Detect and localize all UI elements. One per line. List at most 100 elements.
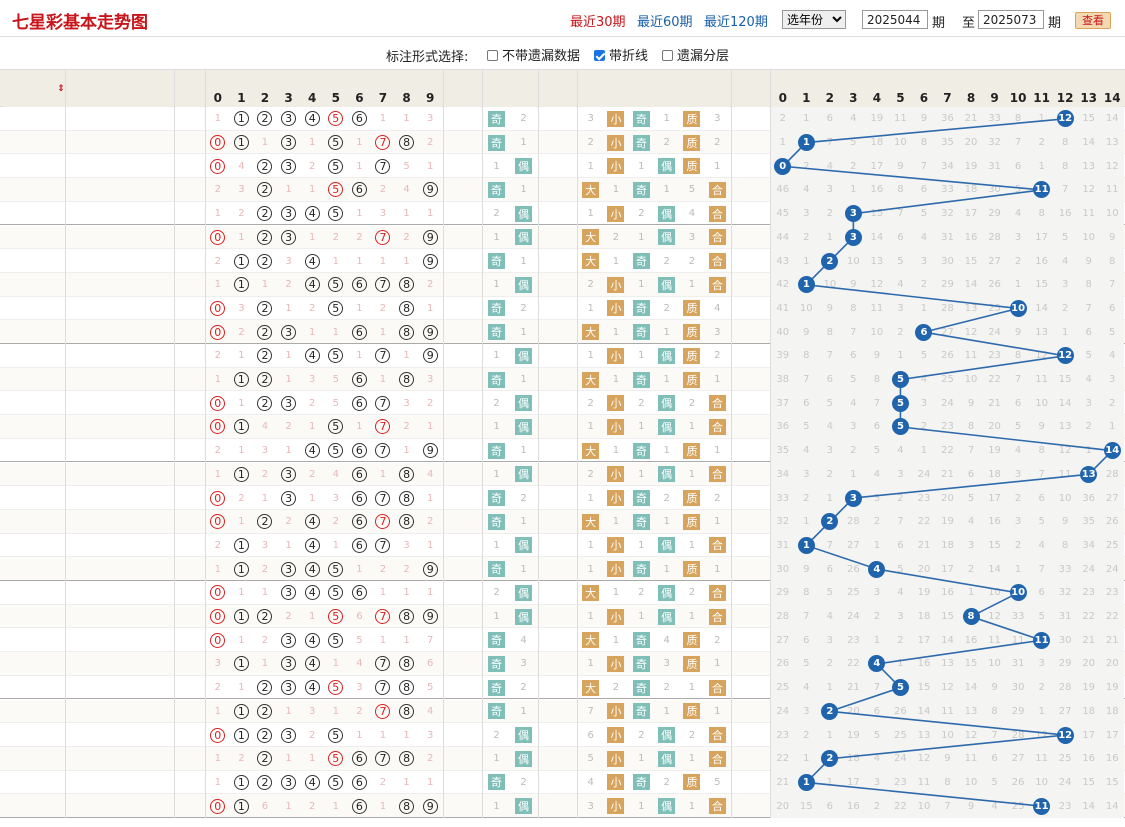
hit-ball: 1 — [233, 798, 249, 814]
trend-miss: 21 — [964, 113, 978, 125]
miss-count: 1 — [638, 350, 645, 362]
dist-cell: 1 — [395, 344, 419, 368]
trend-cell: 30 — [1006, 676, 1030, 700]
option-layer[interactable]: 遗漏分层 — [662, 45, 729, 64]
dist-cell: 2 — [300, 154, 324, 178]
draw-number — [157, 273, 175, 297]
trend-miss: 25 — [941, 374, 954, 386]
trend-cell: 26 — [1006, 771, 1030, 795]
checkbox-no-miss[interactable] — [487, 50, 498, 61]
trend-cell: 10 — [889, 131, 913, 155]
trend-cell: 1 — [959, 581, 983, 605]
trend-cell: 35 — [1077, 510, 1101, 534]
form-cell: 1 — [629, 747, 654, 771]
back-ball: 1 — [797, 536, 815, 554]
query-button[interactable]: 查看 — [1075, 12, 1111, 29]
parity-tag: 奇 — [488, 110, 505, 127]
trend-cell: 10 — [1006, 581, 1030, 605]
trend-cell: 17 — [1077, 723, 1101, 747]
trend-cell: 2 — [1006, 534, 1030, 558]
trend-cell: 1 — [795, 273, 819, 297]
trend-cell: 10 — [1053, 486, 1077, 510]
parity-tag: 奇 — [488, 324, 505, 341]
miss-count: 1 — [612, 634, 620, 646]
form-cell: 奇 — [629, 510, 654, 534]
trend-miss: 5 — [850, 137, 857, 149]
trend-cell: 15 — [1077, 107, 1101, 131]
trend-miss: 19 — [1082, 682, 1096, 694]
draw-number — [86, 391, 104, 415]
draw-number — [68, 178, 86, 202]
checkbox-layer[interactable] — [662, 50, 673, 61]
tail-value — [539, 510, 576, 534]
miss-count: 6 — [356, 611, 363, 623]
trend-cell: 15 — [959, 249, 983, 273]
trend-miss: 6 — [850, 350, 857, 362]
form-cell: 小 — [603, 747, 628, 771]
trend-miss: 4 — [897, 279, 904, 291]
dist-cell: 5 — [324, 297, 348, 321]
trend-miss: 34 — [776, 468, 790, 480]
from-issue-input[interactable] — [862, 10, 928, 29]
option-line[interactable]: 带折线 — [594, 45, 648, 64]
trend-cell: 2 — [818, 510, 842, 534]
dist-cell: 1 — [348, 344, 372, 368]
draw-number — [157, 415, 175, 439]
dist-cell: 1 — [395, 581, 419, 605]
dist-cell: 1 — [230, 557, 254, 581]
dist-cell: 2 — [253, 676, 277, 700]
period-link-60[interactable]: 最近60期 — [637, 15, 693, 30]
trend-miss: 4 — [991, 800, 998, 812]
trend-cell: 23 — [1077, 581, 1101, 605]
hit-ball: 6 — [351, 798, 367, 814]
form-cell: 质 — [679, 771, 704, 795]
trend-miss: 14 — [917, 705, 931, 717]
form-cell: 质 — [679, 510, 704, 534]
form-cell: 合 — [705, 391, 730, 415]
trend-miss: 26 — [894, 705, 907, 717]
option-no-miss[interactable]: 不带遗漏数据 — [487, 45, 580, 64]
draw-number — [104, 486, 122, 510]
trend-miss: 8 — [1109, 255, 1116, 267]
parity-tag: 偶 — [658, 608, 676, 625]
trend-cell: 9 — [1030, 415, 1054, 439]
trend-miss: 12 — [1035, 350, 1048, 362]
miss-count: 4 — [427, 468, 434, 480]
trend-cell: 13 — [865, 249, 889, 273]
trend-cell: 6 — [912, 320, 936, 344]
trend-cell: 5 — [912, 202, 936, 226]
dist-cell: 6 — [348, 178, 372, 202]
trend-cell: 9 — [912, 107, 936, 131]
miss-count: 1 — [587, 492, 594, 504]
dist-cell: 3 — [300, 368, 324, 392]
year-select[interactable]: 选年份 — [782, 10, 846, 29]
parity-even-cell: 1 — [510, 249, 537, 273]
miss-count: 1 — [663, 563, 670, 575]
checkbox-line[interactable] — [594, 50, 605, 61]
draw-number — [86, 605, 104, 629]
to-issue-input[interactable] — [978, 10, 1044, 29]
trend-miss: 3 — [826, 634, 834, 646]
draw-number — [104, 534, 122, 558]
trend-cell: 2 — [865, 794, 889, 818]
trend-miss: 43 — [776, 255, 790, 267]
trend-miss: 3 — [826, 445, 834, 457]
miss-count: 1 — [214, 705, 221, 717]
trend-cell: 19 — [936, 510, 960, 534]
period-link-30[interactable]: 最近30期 — [570, 15, 626, 30]
trend-cell: 5 — [818, 391, 842, 415]
form-cell: 2 — [679, 581, 704, 605]
trend-cell: 15 — [1053, 368, 1077, 392]
trend-miss: 2 — [897, 492, 904, 504]
period-link-120[interactable]: 最近120期 — [704, 15, 768, 30]
parity-tag: 奇 — [632, 679, 650, 696]
form-cell: 2 — [629, 391, 654, 415]
parity-tag: 奇 — [488, 371, 505, 388]
trend-miss: 11 — [1082, 208, 1096, 220]
draw-number — [86, 368, 104, 392]
trend-cell: 10 — [983, 581, 1007, 605]
form-cell: 小 — [603, 391, 628, 415]
parity-tag: 偶 — [515, 466, 532, 483]
form-cell: 小 — [603, 154, 628, 178]
dist-cell: 3 — [277, 581, 301, 605]
